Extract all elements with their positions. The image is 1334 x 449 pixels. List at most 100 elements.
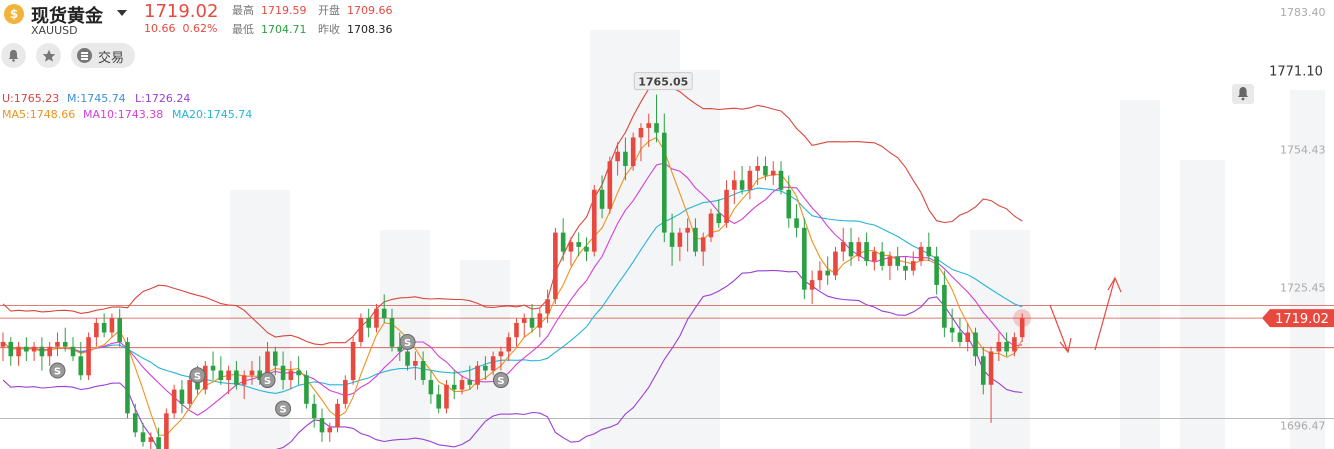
- candle-body: [125, 341, 130, 414]
- candle-body: [942, 284, 947, 328]
- candle-body: [537, 313, 543, 328]
- event-marker: [275, 400, 292, 417]
- favorite-button[interactable]: [36, 43, 61, 68]
- projection-arrow: [1094, 277, 1116, 351]
- candle-body: [747, 170, 753, 190]
- candle-body: [451, 384, 457, 390]
- candle-body: [420, 361, 426, 381]
- candle-body: [389, 318, 395, 347]
- current-price-tag-text: 1719.02: [1275, 312, 1329, 327]
- candle-body: [716, 213, 722, 224]
- candle-body: [677, 232, 683, 247]
- event-marker-label: S: [194, 371, 201, 382]
- candle-body: [218, 370, 224, 381]
- candle-body: [483, 365, 488, 371]
- candle-body: [856, 242, 862, 257]
- y-tick-label: 1725.45: [1280, 282, 1326, 295]
- candle-body: [545, 299, 550, 314]
- candle-body: [840, 242, 846, 252]
- instrument-name[interactable]: 现货黄金: [31, 6, 103, 27]
- candle-body: [171, 389, 177, 414]
- open-label: 开盘: [318, 4, 340, 17]
- candle-body: [428, 380, 434, 395]
- candle-body: [304, 375, 309, 404]
- menu-lines-icon: [77, 48, 92, 63]
- candle-body: [249, 370, 255, 376]
- watermark-block: [1180, 160, 1225, 449]
- candle-body: [599, 189, 605, 209]
- candle-body: [825, 270, 830, 276]
- candle-body: [770, 170, 776, 176]
- star-icon: [42, 49, 55, 62]
- candle-body: [724, 189, 729, 224]
- boll-upper-label: U:1765.23: [2, 92, 60, 105]
- candle-body: [78, 356, 84, 376]
- candle-body: [413, 361, 418, 366]
- event-marker: [259, 372, 276, 389]
- projection-arrowhead: [1107, 276, 1122, 293]
- candle-body: [210, 365, 216, 371]
- trade-button[interactable]: 交易: [71, 43, 135, 68]
- candle-body: [872, 251, 877, 262]
- event-marker: [49, 362, 66, 379]
- current-price-tag: [1262, 309, 1334, 328]
- candle-body: [179, 389, 185, 404]
- watermark-block: [675, 70, 720, 449]
- candle-body: [195, 380, 200, 390]
- candle-body: [879, 251, 885, 266]
- y-tick-label: 1696.47: [1280, 419, 1326, 432]
- candle-body: [0, 341, 6, 347]
- candle-body: [560, 232, 566, 252]
- event-marker: [492, 372, 509, 389]
- alert-button[interactable]: [1, 43, 26, 68]
- projection-arrow: [1049, 304, 1069, 353]
- price-alert-button[interactable]: [1232, 84, 1254, 104]
- event-marker-label: S: [279, 405, 286, 416]
- candle-body: [148, 437, 154, 442]
- bell-icon: [8, 49, 19, 62]
- candle-body: [833, 251, 838, 276]
- event-marker-label: S: [264, 376, 271, 387]
- candle-body: [669, 232, 675, 247]
- high-stat: 最高 1719.59: [232, 2, 307, 18]
- low-label: 最低: [232, 23, 254, 36]
- candle-body: [156, 437, 161, 449]
- watermark-block: [970, 230, 1030, 449]
- candle-body: [234, 370, 239, 385]
- candle-body: [490, 356, 496, 371]
- candle-body: [529, 318, 535, 328]
- bell-icon: [1238, 87, 1248, 101]
- projection-arrowhead: [1059, 337, 1072, 354]
- candle-body: [327, 427, 333, 433]
- price-change: 10.66 0.62%: [144, 22, 217, 35]
- candle-body: [459, 380, 465, 390]
- quote-header: $ 现货黄金 XAUUSD 1719.02 10.66 0.62% 最高 171…: [0, 0, 1334, 80]
- candle-body: [895, 256, 900, 266]
- watermark-block: [1120, 100, 1160, 449]
- candle-body: [980, 356, 986, 385]
- gold-coin-icon: $: [4, 4, 24, 24]
- candle-body: [646, 123, 652, 128]
- candle-body: [802, 227, 807, 290]
- candle-body: [55, 341, 60, 347]
- prev-close-stat: 昨收 1708.36: [318, 21, 393, 37]
- last-price-glow: [1013, 309, 1032, 328]
- instrument-symbol: XAUUSD: [31, 24, 78, 37]
- candle-body: [638, 127, 644, 138]
- boll-lower-label: L:1726.24: [135, 92, 191, 105]
- event-marker: [189, 367, 206, 384]
- candle-body: [39, 346, 45, 357]
- candle-body: [864, 242, 869, 262]
- candle-body: [934, 256, 939, 285]
- candle-body: [24, 346, 29, 352]
- prev-close-value: 1708.36: [347, 23, 393, 36]
- candle-body: [117, 318, 122, 342]
- candle-body: [591, 189, 597, 252]
- candle-body: [226, 370, 231, 381]
- candle-body: [62, 341, 68, 347]
- chevron-down-icon[interactable]: [117, 10, 127, 16]
- candle-body: [514, 322, 519, 338]
- boll-mid-line: [2, 187, 1023, 394]
- candle-body: [918, 246, 924, 262]
